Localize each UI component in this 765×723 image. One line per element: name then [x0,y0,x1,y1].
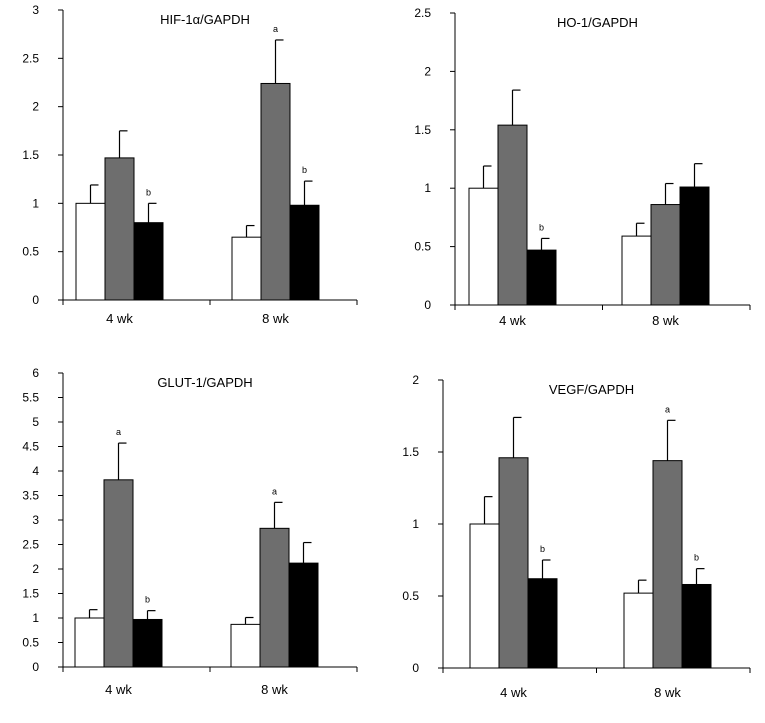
y-tick-label: 1.5 [22,148,39,162]
y-tick-label: 1.5 [414,123,431,137]
significance-label: b [694,553,699,563]
chart-title: VEGF/GAPDH [549,382,634,397]
x-category-label: 4 wk [500,685,527,700]
y-tick-label: 0 [424,298,431,312]
bar [527,578,558,669]
chart-title: GLUT-1/GAPDH [157,375,252,390]
x-category-label: 4 wk [499,313,526,328]
y-tick-label: 5 [32,415,39,429]
bar [469,523,500,669]
chart-title: HIF-1α/GAPDH [160,12,250,27]
bar [679,186,710,306]
bar [652,460,683,669]
bar [468,187,499,306]
y-tick-label: 2.5 [22,538,39,552]
bar [288,562,319,668]
y-tick-label: 1 [424,181,431,195]
x-category-label: 4 wk [106,311,133,326]
bar [104,157,135,301]
bar [526,249,557,306]
bar [623,592,654,669]
bar [289,204,320,301]
bar [621,235,652,306]
significance-label: b [539,222,544,232]
bar [103,479,134,668]
significance-label: b [540,544,545,554]
y-tick-label: 2.5 [414,6,431,20]
y-tick-label: 0 [32,293,39,307]
y-tick-label: 1.5 [22,587,39,601]
bar [132,618,163,668]
x-category-label: 8 wk [261,682,288,697]
y-tick-label: 2.5 [22,51,39,65]
bar [133,222,164,301]
y-tick-label: 0.5 [22,245,39,259]
bar [498,457,529,669]
y-tick-label: 3 [32,513,39,527]
significance-label: a [116,427,121,437]
bar [681,583,712,669]
x-category-label: 8 wk [654,685,681,700]
bar [497,124,528,306]
y-tick-label: 1 [412,517,419,531]
y-tick-label: 1 [32,611,39,625]
y-tick-label: 0 [412,661,419,675]
significance-label: a [665,404,670,414]
y-tick-label: 3 [32,3,39,17]
significance-label: a [272,486,277,496]
y-tick-label: 5.5 [22,391,39,405]
y-tick-label: 2 [424,64,431,78]
y-tick-label: 0.5 [414,240,431,254]
chart-title: HO-1/GAPDH [557,15,638,30]
y-tick-label: 4 [32,464,39,478]
y-tick-label: 0.5 [22,636,39,650]
significance-label: b [146,187,151,197]
y-tick-label: 1.5 [402,445,419,459]
chart-panel-2: 0 0.5 1 1.5 2 2.5 HO-1/GAPDH 4 wk 8 wk b [414,6,751,328]
bar [74,617,105,668]
bar [75,202,106,301]
chart-panel-3: 0 0.5 1 1.5 2 2.5 3 3.5 4 4.5 5 5.5 6 GLUT-1/GAPDH 4 w… [22,366,358,697]
y-tick-label: 0 [32,660,39,674]
x-category-label: 8 wk [652,313,679,328]
significance-label: b [302,165,307,175]
bar [230,623,261,668]
y-tick-label: 4.5 [22,440,39,454]
y-tick-label: 0.5 [402,589,419,603]
x-category-label: 4 wk [105,682,132,697]
y-tick-label: 2 [412,373,419,387]
bar [231,236,262,301]
y-tick-label: 2 [32,100,39,114]
y-tick-label: 1 [32,196,39,210]
y-tick-label: 6 [32,366,39,380]
significance-label: b [145,595,150,605]
bar [260,82,291,301]
y-tick-label: 2 [32,562,39,576]
chart-panel-1: 0 0.5 1 1.5 2 2.5 3 HIF-1α/GAPDH 4 wk 8 wk a b b [22,3,358,326]
significance-label: a [273,24,278,34]
chart-panel-4: 0 0.5 1 1.5 2 VEGF/GAPDH 4 wk 8 wk a b b [402,373,751,700]
y-tick-label: 3.5 [22,489,39,503]
bar [259,527,290,668]
x-category-label: 8 wk [262,311,289,326]
bar [650,204,681,306]
